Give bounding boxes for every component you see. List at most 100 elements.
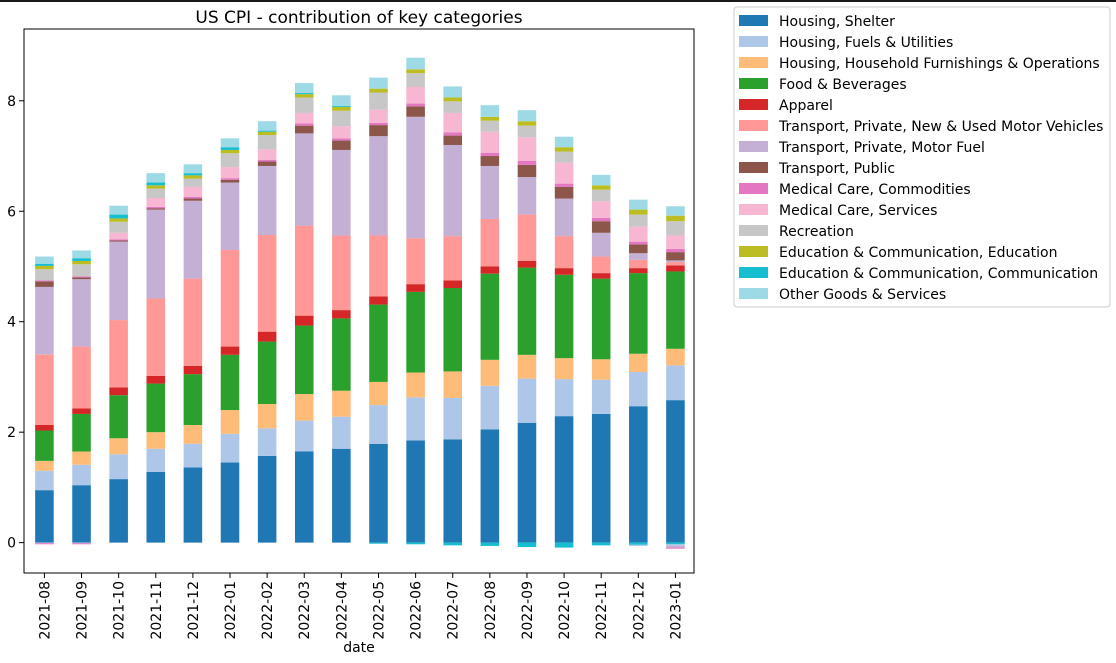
bar-segment bbox=[480, 165, 500, 219]
bar-segment bbox=[146, 448, 166, 472]
bar-segment bbox=[629, 244, 648, 254]
bar-segment bbox=[517, 267, 537, 355]
bar-segment bbox=[443, 280, 463, 289]
bar-segment-negative bbox=[72, 543, 91, 545]
bar-segment bbox=[183, 365, 203, 375]
bar-segment bbox=[183, 200, 203, 279]
bar-segment bbox=[72, 264, 91, 277]
bar-segment bbox=[109, 214, 128, 219]
bar-segment bbox=[591, 185, 611, 190]
legend-swatch bbox=[739, 120, 768, 131]
bar-segment bbox=[35, 354, 54, 425]
legend-label: Recreation bbox=[779, 224, 854, 240]
bar-segment bbox=[480, 131, 500, 153]
bar-segment bbox=[554, 147, 574, 152]
bar-segment-negative bbox=[666, 545, 685, 548]
bar-segment bbox=[35, 269, 54, 281]
bar-segment bbox=[220, 179, 240, 183]
legend-frame bbox=[733, 6, 1111, 308]
legend-label: Medical Care, Services bbox=[779, 203, 937, 219]
bar-segment bbox=[220, 410, 240, 434]
plot-frame bbox=[23, 28, 695, 574]
bar-segment bbox=[369, 136, 388, 236]
bar-segment bbox=[146, 182, 166, 186]
bar-segment bbox=[629, 371, 648, 407]
bar-segment bbox=[257, 404, 277, 429]
y-tick-label: 6 bbox=[7, 204, 16, 220]
bar-segment bbox=[629, 226, 648, 242]
bar-segment bbox=[554, 358, 574, 380]
bar-segment bbox=[257, 428, 277, 456]
bar-segment bbox=[109, 479, 128, 543]
bar-segment bbox=[666, 235, 685, 249]
bar-segment bbox=[480, 429, 500, 543]
bar-segment bbox=[294, 325, 314, 395]
bar-segment bbox=[35, 280, 54, 282]
bar-segment bbox=[517, 137, 537, 161]
bar-segment bbox=[666, 348, 685, 366]
legend: Housing, Shelter Housing, Fuels & Utiliti… bbox=[733, 6, 1111, 308]
bar-segment bbox=[257, 331, 277, 342]
y-axis: 0 2 4 6 8 bbox=[7, 94, 24, 552]
bar-segment bbox=[109, 239, 128, 241]
bar-segment bbox=[666, 262, 685, 266]
bar-segment bbox=[629, 199, 648, 210]
bar-segment bbox=[517, 260, 537, 268]
bar-segment bbox=[517, 177, 537, 215]
x-tick-label: 2022-11 bbox=[594, 581, 610, 640]
x-tick-label: 2022-08 bbox=[483, 581, 499, 640]
bar-segment bbox=[406, 106, 425, 117]
bar-segment bbox=[406, 284, 425, 292]
bar-segment bbox=[591, 232, 611, 257]
bar-segment bbox=[332, 235, 351, 311]
bar-segment bbox=[666, 260, 685, 263]
bar-segment bbox=[183, 186, 203, 197]
bar-segment bbox=[257, 455, 277, 543]
legend-label: Apparel bbox=[779, 98, 833, 114]
bar-segment bbox=[591, 379, 611, 414]
bar-segment bbox=[72, 451, 91, 465]
bar-segment bbox=[554, 236, 574, 269]
bar-segment bbox=[72, 408, 91, 414]
bar-segment bbox=[72, 485, 91, 543]
bar-segment bbox=[294, 94, 314, 98]
bar-segment bbox=[480, 385, 500, 430]
bar-segment bbox=[369, 235, 388, 297]
legend-swatch bbox=[739, 141, 768, 152]
legend-swatch bbox=[739, 99, 768, 110]
bar-segment bbox=[591, 221, 611, 233]
bar-segment bbox=[220, 153, 240, 168]
bar-segment bbox=[294, 225, 314, 316]
x-tick-label: 2021-09 bbox=[75, 581, 91, 640]
bar-segment bbox=[220, 346, 240, 355]
bar-segment bbox=[35, 265, 54, 270]
bar-segment-negative bbox=[35, 542, 54, 544]
bar-segment bbox=[257, 131, 277, 136]
bar-segment bbox=[257, 235, 277, 332]
bar-segment bbox=[406, 440, 425, 543]
bar-segment bbox=[369, 542, 388, 544]
x-tick-label: 2021-10 bbox=[112, 581, 128, 640]
bar-segment-negative bbox=[35, 543, 54, 545]
bar-segment bbox=[294, 420, 314, 452]
bar-segment bbox=[332, 95, 351, 106]
bar-segment bbox=[591, 273, 611, 279]
bar-segment bbox=[146, 185, 166, 189]
bar-segment bbox=[554, 186, 574, 199]
bar-segment bbox=[517, 354, 537, 379]
bar-segment bbox=[220, 147, 240, 150]
bar-segment bbox=[517, 121, 537, 126]
bar-segment bbox=[629, 209, 648, 215]
bar-segment bbox=[332, 448, 351, 543]
x-tick-label: 2022-01 bbox=[223, 581, 239, 640]
bar-segment bbox=[332, 138, 351, 141]
x-tick-label: 2022-05 bbox=[371, 581, 387, 640]
bar-segment bbox=[146, 375, 166, 384]
bar-segment-negative bbox=[666, 544, 685, 546]
y-tick-label: 0 bbox=[7, 536, 16, 552]
bar-segment bbox=[109, 218, 128, 222]
bar-segment bbox=[369, 109, 388, 123]
x-tick-label: 2022-02 bbox=[260, 581, 276, 640]
bar-segment bbox=[72, 346, 91, 409]
bar-segment bbox=[406, 57, 425, 70]
